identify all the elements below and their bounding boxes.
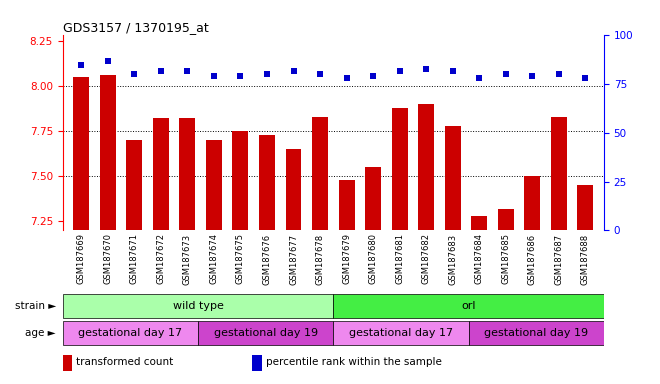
- Text: gestational day 17: gestational day 17: [79, 328, 182, 338]
- Point: [129, 71, 140, 78]
- Bar: [333, 321, 469, 345]
- Bar: [391, 108, 408, 230]
- Text: GSM187677: GSM187677: [289, 233, 298, 285]
- Point: [500, 71, 511, 78]
- Point: [580, 75, 591, 81]
- Bar: [206, 140, 222, 230]
- Point: [288, 68, 299, 74]
- Text: GSM187686: GSM187686: [528, 233, 537, 285]
- Point: [527, 73, 537, 79]
- Text: GSM187679: GSM187679: [342, 233, 351, 285]
- Bar: [333, 294, 604, 318]
- Text: GSM187670: GSM187670: [104, 233, 112, 285]
- Bar: [312, 117, 328, 230]
- Point: [447, 68, 458, 74]
- Text: GSM187680: GSM187680: [368, 233, 378, 285]
- Text: GSM187669: GSM187669: [77, 233, 86, 285]
- Bar: [259, 135, 275, 230]
- Bar: [469, 321, 604, 345]
- Text: orl: orl: [461, 301, 476, 311]
- Text: gestational day 17: gestational day 17: [349, 328, 453, 338]
- Bar: [63, 294, 333, 318]
- Text: GSM187685: GSM187685: [501, 233, 510, 285]
- Text: GSM187673: GSM187673: [183, 233, 192, 285]
- Bar: [286, 149, 302, 230]
- Text: gestational day 19: gestational day 19: [484, 328, 588, 338]
- Bar: [471, 216, 487, 230]
- Point: [394, 68, 405, 74]
- Text: GSM187684: GSM187684: [475, 233, 484, 285]
- Point: [368, 73, 378, 79]
- Point: [262, 71, 273, 78]
- Bar: [252, 355, 262, 371]
- Bar: [578, 185, 593, 230]
- Bar: [498, 209, 513, 230]
- Text: GSM187674: GSM187674: [209, 233, 218, 285]
- Bar: [126, 140, 143, 230]
- Bar: [339, 180, 354, 230]
- Point: [421, 66, 432, 72]
- Text: percentile rank within the sample: percentile rank within the sample: [265, 358, 442, 367]
- Point: [235, 73, 246, 79]
- Bar: [232, 131, 248, 230]
- Bar: [524, 176, 541, 230]
- Bar: [418, 104, 434, 230]
- Point: [474, 75, 484, 81]
- Point: [76, 61, 86, 68]
- Bar: [153, 118, 169, 230]
- Text: GSM187672: GSM187672: [156, 233, 166, 285]
- Bar: [100, 75, 116, 230]
- Text: transformed count: transformed count: [77, 358, 174, 367]
- Text: GSM187675: GSM187675: [236, 233, 245, 285]
- Bar: [73, 77, 89, 230]
- Point: [102, 58, 113, 64]
- Text: GSM187678: GSM187678: [315, 233, 325, 285]
- Text: GSM187676: GSM187676: [263, 233, 271, 285]
- Point: [156, 68, 166, 74]
- Text: wild type: wild type: [172, 301, 224, 311]
- Text: GSM187683: GSM187683: [448, 233, 457, 285]
- Text: GSM187681: GSM187681: [395, 233, 404, 285]
- Bar: [445, 126, 461, 230]
- Point: [209, 73, 219, 79]
- Text: GSM187682: GSM187682: [422, 233, 431, 285]
- Point: [341, 75, 352, 81]
- Bar: [180, 118, 195, 230]
- Bar: [365, 167, 381, 230]
- Point: [182, 68, 193, 74]
- Text: age ►: age ►: [26, 328, 56, 338]
- Bar: [63, 355, 73, 371]
- Point: [554, 71, 564, 78]
- Text: GSM187687: GSM187687: [554, 233, 563, 285]
- Text: GSM187688: GSM187688: [581, 233, 590, 285]
- Point: [315, 71, 325, 78]
- Text: strain ►: strain ►: [15, 301, 56, 311]
- Text: GDS3157 / 1370195_at: GDS3157 / 1370195_at: [63, 21, 209, 34]
- Text: gestational day 19: gestational day 19: [214, 328, 317, 338]
- Bar: [63, 321, 198, 345]
- Bar: [551, 117, 567, 230]
- Bar: [198, 321, 333, 345]
- Text: GSM187671: GSM187671: [130, 233, 139, 285]
